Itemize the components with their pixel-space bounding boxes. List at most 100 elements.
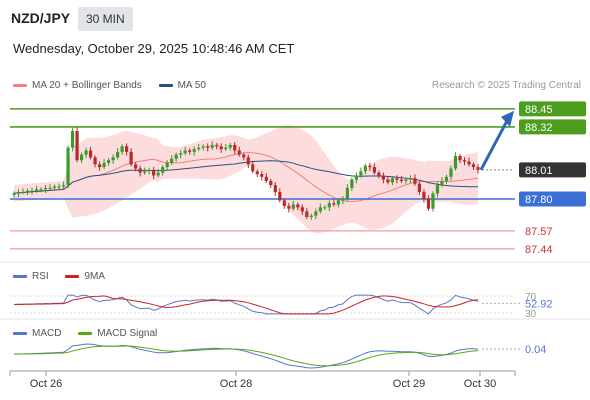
candle-body bbox=[426, 198, 431, 209]
rsi-current-label: 52.92 bbox=[525, 298, 553, 310]
rsi-legend: RSI 9MA bbox=[13, 271, 119, 282]
legend-label-rsi: RSI bbox=[32, 271, 49, 282]
candle-body bbox=[381, 175, 385, 180]
candle-body bbox=[111, 157, 115, 161]
time-axis-label-0: Oct 26 bbox=[30, 378, 62, 390]
candle-body bbox=[413, 178, 417, 184]
resistance-label-0: 88.45 bbox=[525, 104, 553, 116]
candle-body bbox=[48, 187, 52, 189]
candle-body bbox=[224, 147, 228, 150]
candle-body bbox=[143, 171, 147, 173]
legend-label-bollinger: MA 20 + Bollinger Bands bbox=[32, 80, 142, 91]
candle-body bbox=[34, 189, 39, 191]
legend-label-ma50: MA 50 bbox=[177, 80, 206, 91]
candle-body bbox=[66, 147, 70, 186]
ma50-line bbox=[13, 160, 478, 194]
candle-body bbox=[431, 193, 435, 209]
candle-body bbox=[206, 146, 210, 148]
candle-body bbox=[300, 207, 304, 212]
legend-label-rsi-9ma: 9MA bbox=[84, 271, 106, 282]
chart-header: NZD/JPY 30 MIN bbox=[0, 0, 590, 36]
candle-body bbox=[233, 144, 237, 151]
candle-body bbox=[102, 162, 106, 168]
legend-item-rsi: RSI bbox=[13, 271, 49, 282]
candle-body bbox=[440, 180, 444, 186]
support-label-4: 87.57 bbox=[525, 226, 553, 238]
candle-body bbox=[21, 192, 25, 194]
candle-body bbox=[354, 175, 358, 180]
candle-body bbox=[390, 178, 395, 183]
candle-body bbox=[152, 169, 156, 176]
candle-body bbox=[84, 150, 88, 155]
candle-body bbox=[165, 162, 169, 168]
candle-body bbox=[404, 179, 408, 181]
rsi-9ma-line bbox=[13, 295, 479, 315]
legend-swatch-macd bbox=[13, 331, 27, 335]
macd-signal-line bbox=[14, 345, 479, 367]
candle-body bbox=[417, 183, 422, 193]
candle-body bbox=[287, 205, 291, 209]
panel-separators bbox=[0, 261, 590, 320]
candle-body bbox=[386, 179, 390, 183]
candle-body bbox=[264, 176, 268, 181]
candle-body bbox=[260, 174, 264, 177]
candle-body bbox=[255, 171, 259, 175]
legend-item-macd-signal: MACD Signal bbox=[78, 328, 157, 339]
candle-body bbox=[174, 154, 178, 159]
candle-body bbox=[395, 178, 399, 180]
legend-swatch-macd-signal bbox=[78, 331, 93, 335]
candle-body bbox=[291, 204, 295, 209]
resistance-label-box-0 bbox=[519, 101, 586, 117]
rsi-tick-70: 70 bbox=[525, 292, 537, 303]
legend-item-macd: MACD bbox=[13, 328, 61, 339]
candle-body bbox=[278, 192, 282, 201]
candle-body bbox=[43, 187, 48, 190]
candle-body bbox=[138, 168, 142, 173]
macd-panel: 0.04 bbox=[13, 343, 546, 369]
candle-body bbox=[462, 160, 467, 162]
candle-body bbox=[296, 204, 300, 208]
candle-body bbox=[16, 192, 21, 194]
candle-body bbox=[25, 190, 30, 193]
credit-text: Research © 2025 Trading Central bbox=[431, 80, 581, 91]
current-price-label: 88.01 bbox=[525, 165, 553, 177]
candle-body bbox=[237, 150, 241, 155]
candle-body bbox=[323, 207, 327, 209]
candle-body bbox=[179, 153, 183, 155]
candle-body bbox=[120, 146, 124, 152]
rsi-tick-30: 30 bbox=[525, 309, 537, 320]
price-level-layer: 88.45 88.32 88.01 87.80 87.57 87.44 bbox=[10, 101, 586, 256]
candle-body bbox=[161, 167, 165, 173]
forecast-arrow-head bbox=[501, 110, 514, 127]
candle-body bbox=[453, 156, 458, 169]
candle-body bbox=[318, 207, 322, 212]
timeframe-button[interactable]: 30 MIN bbox=[78, 7, 133, 31]
candle-body bbox=[476, 167, 480, 170]
legend-label-macd-signal: MACD Signal bbox=[97, 328, 158, 339]
candle-body bbox=[52, 186, 57, 188]
candle-body bbox=[471, 164, 476, 168]
candle-body bbox=[449, 168, 453, 177]
candle-body bbox=[88, 150, 93, 158]
candle-body bbox=[350, 179, 354, 188]
candle-body bbox=[408, 178, 413, 180]
candle-body bbox=[188, 150, 192, 152]
candle-body bbox=[197, 147, 201, 150]
candle-body bbox=[273, 185, 277, 193]
candle-body bbox=[210, 144, 214, 148]
time-axis-label-3: Oct 30 bbox=[464, 378, 496, 390]
chart-datetime: Wednesday, October 29, 2025 10:48:46 AM … bbox=[13, 41, 295, 56]
candle-body bbox=[30, 190, 34, 192]
candle-body bbox=[156, 172, 160, 176]
candle-body bbox=[444, 176, 449, 181]
candle-body bbox=[170, 158, 174, 163]
candle-body bbox=[125, 146, 129, 152]
candle-body bbox=[93, 157, 97, 165]
candle-body bbox=[219, 146, 223, 150]
macd-line bbox=[13, 343, 479, 369]
candle-body bbox=[134, 164, 138, 169]
legend-swatch-ma50 bbox=[158, 83, 173, 87]
candle-body bbox=[467, 161, 471, 165]
legend-item-bollinger: MA 20 + Bollinger Bands bbox=[13, 80, 142, 91]
